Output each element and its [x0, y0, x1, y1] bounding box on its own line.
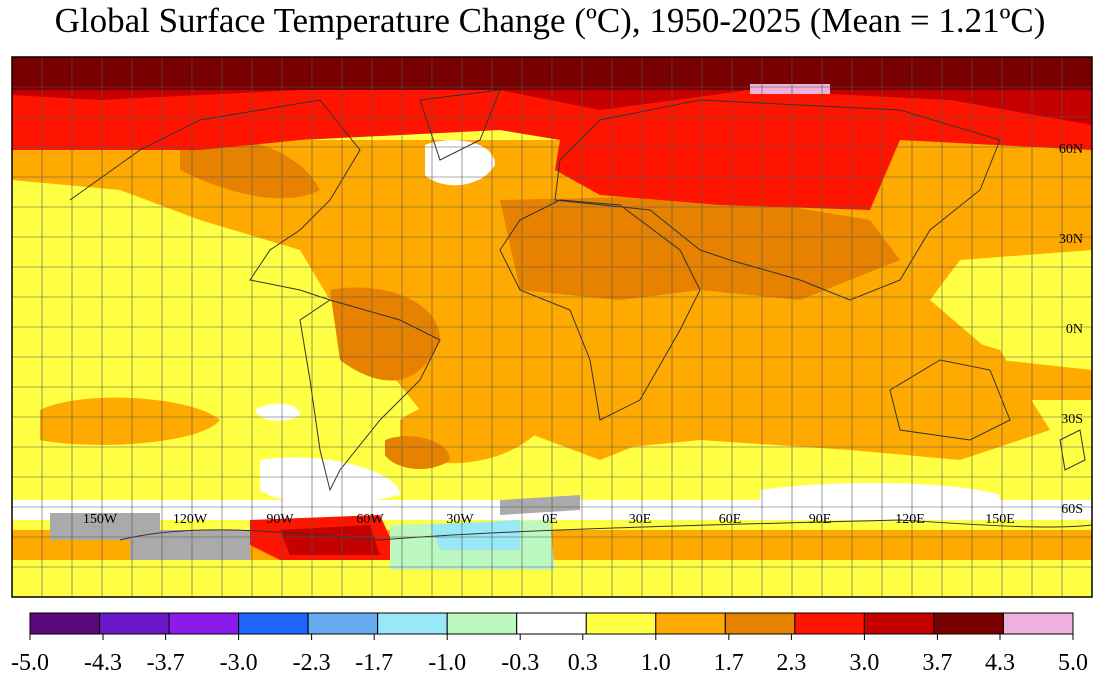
longitude-label: 150E [985, 512, 1015, 527]
colorbar-tick-label: -5.0 [11, 650, 49, 676]
colorbar-swatch [307, 612, 379, 635]
longitude-label: 150W [83, 512, 118, 527]
latitude-label: 0N [1066, 322, 1083, 337]
colorbar: -5.0 -4.3 -3.7 -3.0 -2.3 -1.7 -1.0 -0.3 0.3 1.0 1.… [11, 612, 1088, 676]
latitude-label: 60S [1061, 502, 1083, 517]
colorbar-tick-label: -0.3 [501, 650, 539, 676]
longitude-label: 90E [809, 512, 832, 527]
longitude-label: 60W [356, 512, 384, 527]
colorbar-swatch [446, 612, 518, 635]
colorbar-swatch [863, 612, 935, 635]
longitude-label: 120E [895, 512, 925, 527]
colorbar-swatch [1002, 612, 1074, 635]
latitude-label: 30S [1061, 412, 1083, 427]
longitude-label: 30W [446, 512, 474, 527]
longitude-label: 30E [629, 512, 652, 527]
colorbar-tick-label: 4.3 [985, 650, 1015, 676]
colorbar-tick-label: 5.0 [1058, 650, 1088, 676]
colorbar-swatch [29, 612, 101, 635]
colorbar-swatch [238, 612, 309, 635]
colorbar-tick-label: -4.3 [84, 650, 122, 676]
latitude-label: 60N [1059, 142, 1083, 157]
longitude-label: 60E [719, 512, 742, 527]
colorbar-tick-label: -3.7 [147, 650, 185, 676]
colorbar-tick-label: -1.0 [428, 650, 466, 676]
title: Global Surface Temperature Change (ºC), … [55, 1, 1046, 40]
colorbar-swatch [655, 612, 726, 635]
map-frame [11, 56, 1093, 598]
colorbar-swatch [168, 612, 240, 635]
longitude-label: 120W [173, 512, 208, 527]
longitude-label: 90W [266, 512, 294, 527]
colorbar-tick-label: 0.3 [568, 650, 598, 676]
latitude-label: 30N [1059, 232, 1083, 247]
colorbar-tick-label: 3.7 [922, 650, 952, 676]
longitude-labels: 150W 120W 90W 60W 30W 0E 30E 60E 90E 120E 150E [83, 512, 1015, 527]
graticule [12, 57, 1092, 597]
colorbar-swatch [794, 612, 865, 635]
colorbar-tick-label: 2.3 [776, 650, 806, 676]
colorbar-swatch [377, 612, 448, 635]
colorbar-swatch [585, 612, 657, 635]
coastlines [69, 89, 1092, 541]
colorbar-tick-label: 1.7 [714, 650, 744, 676]
map-field [12, 57, 1092, 597]
colorbar-tick-label: -2.3 [293, 650, 331, 676]
colorbar-swatch [724, 612, 796, 635]
colorbar-swatch [516, 612, 587, 635]
colorbar-swatch [933, 612, 1004, 635]
colorbar-swatch [99, 612, 170, 635]
colorbar-tick-label: -3.0 [220, 650, 258, 676]
colorbar-tick-label: 3.0 [849, 650, 879, 676]
colorbar-tick-label: -1.7 [355, 650, 393, 676]
latitude-labels: 60N 30N 0N 30S 60S [1059, 142, 1083, 517]
longitude-label: 0E [542, 512, 558, 527]
colorbar-tick-label: 1.0 [641, 650, 671, 676]
